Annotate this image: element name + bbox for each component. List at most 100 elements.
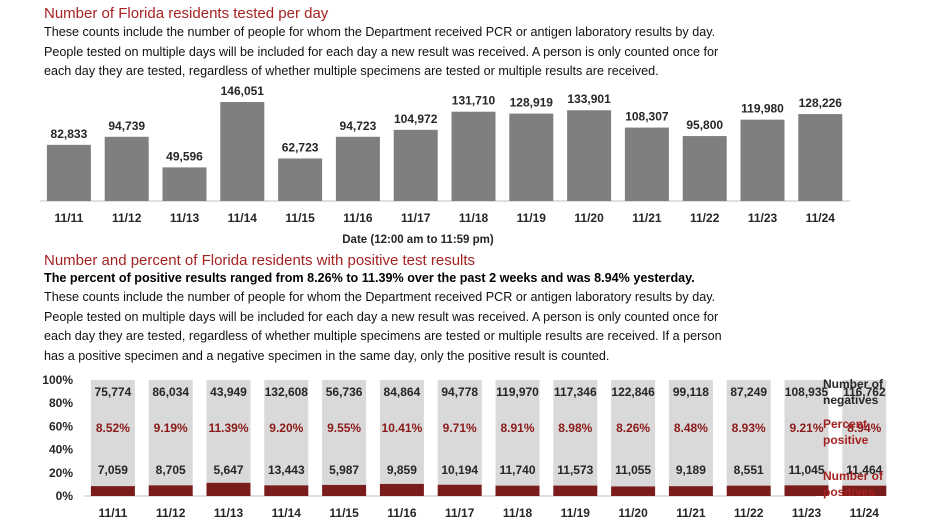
x-tick-label: 11/21 [632,211,662,225]
negatives-bar [148,380,193,486]
negatives-label: 84,864 [384,385,421,399]
data-label: 62,723 [282,140,319,154]
data-label: 49,596 [166,149,203,163]
positives-label: 7,059 [98,463,128,477]
negatives-label: 86,034 [152,385,189,399]
negatives-label: 87,249 [730,385,767,399]
negatives-bar [206,380,251,483]
x-tick-label: 11/14 [272,506,302,520]
legend-positives: positives [823,485,875,499]
x-tick-label: 11/13 [214,506,244,520]
data-label: 82,833 [51,127,88,141]
x-tick-label: 11/16 [387,506,417,520]
x-tick-label: 11/20 [574,211,604,225]
positives-label: 11,045 [788,463,824,477]
x-tick-label: 11/15 [285,211,315,225]
x-tick-label: 11/23 [748,211,778,225]
x-tick-label: 11/14 [228,211,258,225]
percent-label: 8.48% [674,421,708,435]
chart1-description-line: These counts include the number of peopl… [44,25,716,39]
positives-label: 10,194 [441,463,478,477]
data-label: 128,226 [799,96,843,110]
negatives-bar [495,380,540,486]
positives-label: 11,740 [499,463,535,477]
negatives-bar [668,380,713,487]
percent-label: 8.91% [500,421,534,435]
negatives-bar [264,380,309,486]
y-tick-label: 40% [49,443,73,457]
positives-bar [842,485,887,496]
percent-label: 8.93% [732,421,766,435]
chart2-description-line: These counts include the number of peopl… [44,290,716,304]
chart1-description-line: each day they are tested, regardless of … [44,64,659,79]
negatives-label: 116,762 [843,385,886,399]
y-tick-label: 0% [56,489,74,503]
chart1-description: These counts include the number of peopl… [44,23,924,82]
negatives-bar [611,380,656,487]
legend-positives: Number of [823,469,884,483]
bar [335,136,380,201]
negatives-label: 108,935 [785,385,829,399]
percent-label: 8.52% [96,421,130,435]
bar [162,167,207,201]
bar [682,136,727,201]
positives-bar [553,485,598,496]
legend-negatives: Number of [823,377,884,391]
positives-bar [90,486,135,496]
percent-label: 9.19% [154,421,188,435]
negatives-bar [322,380,367,485]
legend-percent: Percent [823,417,867,431]
negatives-label: 94,778 [441,385,478,399]
x-tick-label: 11/18 [459,211,489,225]
data-label: 94,739 [108,119,145,133]
bar [46,144,91,201]
positives-label: 11,573 [557,463,593,477]
bar [220,102,265,201]
bar [278,158,323,201]
x-tick-label: 11/13 [170,211,200,225]
y-tick-label: 80% [49,396,73,410]
positives-bar [784,485,829,496]
chart1-description-line: People tested on multiple days will be i… [44,44,719,59]
data-label: 146,051 [221,84,265,98]
x-tick-label: 11/20 [618,506,648,520]
positives-bar [264,485,309,496]
x-tick-label: 11/19 [561,506,591,520]
percent-label: 9.20% [269,421,303,435]
chart2-description: These counts include the number of peopl… [44,288,924,366]
y-tick-label: 60% [49,419,73,433]
chart2-description-line: has a positive specimen and a negative s… [44,348,610,363]
positives-label: 13,443 [268,463,305,477]
negatives-label: 117,346 [554,385,597,399]
percent-label: 8.26% [616,421,650,435]
data-label: 108,307 [625,110,669,124]
negatives-bar [553,380,598,486]
negatives-bar [90,380,135,487]
positives-bar [437,484,482,496]
chart2-description-line: People tested on multiple days will be i… [44,309,719,324]
percent-label: 9.55% [327,421,361,435]
x-tick-label: 11/17 [445,506,475,520]
negatives-bar [726,380,771,486]
x-tick-label: 11/12 [156,506,186,520]
negatives-bar [379,380,424,484]
percent-label: 9.71% [443,421,477,435]
bar [509,113,554,201]
y-tick-label: 100% [42,373,73,387]
x-tick-label: 11/11 [55,211,84,225]
percent-label: 9.21% [789,421,823,435]
x-tick-label: 11/24 [850,506,880,520]
x-tick-label: 11/22 [690,211,720,225]
positives-label: 11,464 [846,463,882,477]
negatives-label: 99,118 [673,385,709,399]
x-tick-label: 11/15 [329,506,359,520]
positives-bar [726,485,771,496]
data-label: 104,972 [394,112,438,126]
positives-bar [495,485,540,496]
legend-percent: positive [823,433,869,447]
positives-label: 5,987 [329,463,359,477]
negatives-label: 43,949 [210,385,247,399]
bar [393,129,438,201]
